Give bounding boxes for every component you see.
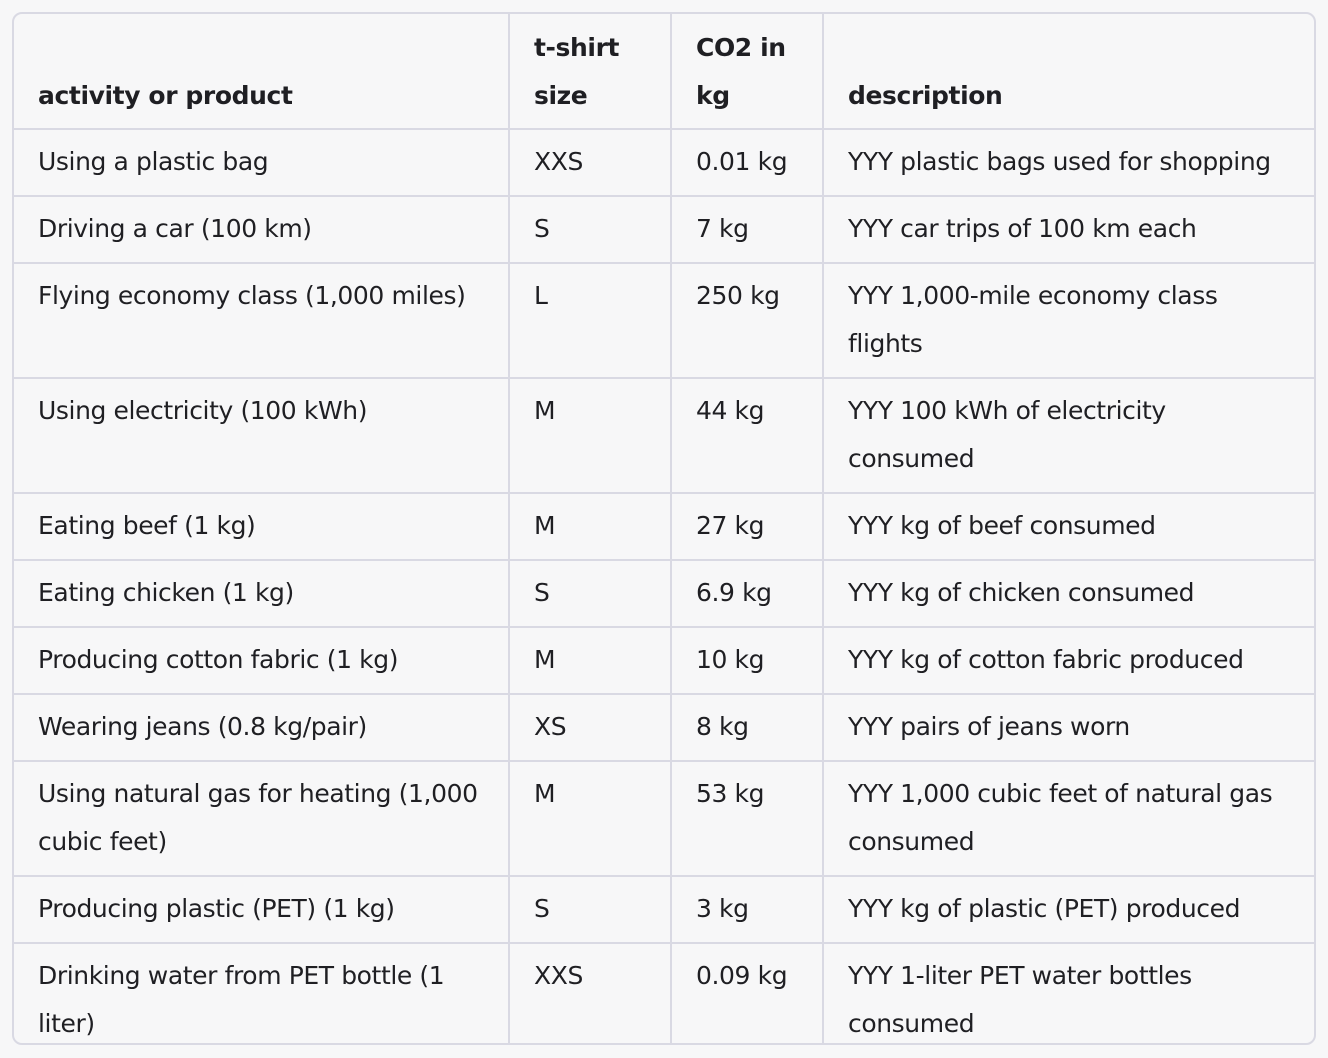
cell-co2: 8 kg (671, 694, 824, 762)
cell-size: XS (509, 694, 672, 762)
cell-co2: 53 kg (671, 761, 824, 877)
table-row: Wearing jeans (0.8 kg/pair) XS 8 kg YYY … (14, 694, 1314, 762)
cell-description: YYY 1,000-mile economy class flights (823, 263, 1314, 379)
cell-activity: Drinking water from PET bottle (1 liter) (14, 943, 510, 1043)
cell-description: YYY 1-liter PET water bottles consumed (848, 961, 1192, 1038)
cell-co2: 0.01 kg (671, 129, 824, 197)
cell-description: YYY car trips of 100 km each (823, 196, 1314, 264)
cell-description: YYY kg of beef consumed (823, 493, 1314, 561)
cell-co2: 44 kg (671, 378, 824, 494)
header-description: description (823, 14, 1314, 130)
cell-co2: 7 kg (671, 196, 824, 264)
cell-co2: 6.9 kg (671, 560, 824, 628)
table-row: Flying economy class (1,000 miles) L 250… (14, 263, 1314, 379)
header-tshirt-size: t-shirt size (509, 14, 672, 130)
table-row: Using a plastic bag XXS 0.01 kg YYY plas… (14, 129, 1314, 197)
cell-co2: 3 kg (671, 876, 824, 944)
table-row: Producing plastic (PET) (1 kg) S 3 kg YY… (14, 876, 1314, 944)
table-row: Drinking water from PET bottle (1 liter)… (14, 943, 1314, 1043)
cell-activity: Flying economy class (1,000 miles) (14, 263, 510, 379)
cell-co2: 250 kg (671, 263, 824, 379)
cell-description: YYY kg of cotton fabric produced (823, 627, 1314, 695)
header-row: activity or product t-shirt size CO2 in … (14, 14, 1314, 130)
table-row: Driving a car (100 km) S 7 kg YYY car tr… (14, 196, 1314, 264)
cell-size: S (509, 560, 672, 628)
table-header: activity or product t-shirt size CO2 in … (14, 14, 1314, 130)
cell-description: YYY plastic bags used for shopping (823, 129, 1314, 197)
cell-description: YYY kg of plastic (PET) produced (823, 876, 1314, 944)
cell-activity: Using a plastic bag (14, 129, 510, 197)
cell-activity: Using natural gas for heating (1,000 cub… (14, 761, 510, 877)
header-activity: activity or product (14, 14, 510, 130)
header-co2: CO2 in kg (671, 14, 824, 130)
cell-size: M (509, 378, 672, 494)
table-row: Using natural gas for heating (1,000 cub… (14, 761, 1314, 877)
cell-size: S (509, 196, 672, 264)
cell-size: L (509, 263, 672, 379)
cell-activity: Producing cotton fabric (1 kg) (14, 627, 510, 695)
cell-activity: Eating chicken (1 kg) (14, 560, 510, 628)
table-row: Eating beef (1 kg) M 27 kg YYY kg of bee… (14, 493, 1314, 561)
cell-size: S (509, 876, 672, 944)
table-row: Eating chicken (1 kg) S 6.9 kg YYY kg of… (14, 560, 1314, 628)
co2-table: activity or product t-shirt size CO2 in … (14, 14, 1314, 1043)
cell-description: YYY 1,000 cubic feet of natural gas cons… (823, 761, 1314, 877)
cell-co2: 0.09 kg (671, 943, 824, 1043)
cell-size: M (509, 493, 672, 561)
cell-co2: 10 kg (671, 627, 824, 695)
table-row: Producing cotton fabric (1 kg) M 10 kg Y… (14, 627, 1314, 695)
cell-size: M (509, 627, 672, 695)
cell-co2: 27 kg (671, 493, 824, 561)
cell-size: XXS (509, 129, 672, 197)
cell-activity: Driving a car (100 km) (14, 196, 510, 264)
table-row: Using electricity (100 kWh) M 44 kg YYY … (14, 378, 1314, 494)
cell-description: YYY pairs of jeans worn (823, 694, 1314, 762)
cell-activity: Wearing jeans (0.8 kg/pair) (14, 694, 510, 762)
cell-size: M (509, 761, 672, 877)
cell-activity: Eating beef (1 kg) (14, 493, 510, 561)
cell-activity: Using electricity (100 kWh) (14, 378, 510, 494)
cell-description: YYY kg of chicken consumed (823, 560, 1314, 628)
table-body: Using a plastic bag XXS 0.01 kg YYY plas… (14, 129, 1314, 1043)
cell-activity: Producing plastic (PET) (1 kg) (14, 876, 510, 944)
cell-size: XXS (509, 943, 672, 1043)
cell-description: YYY 100 kWh of electricity consumed (823, 378, 1314, 494)
co2-table-container: activity or product t-shirt size CO2 in … (12, 12, 1316, 1045)
